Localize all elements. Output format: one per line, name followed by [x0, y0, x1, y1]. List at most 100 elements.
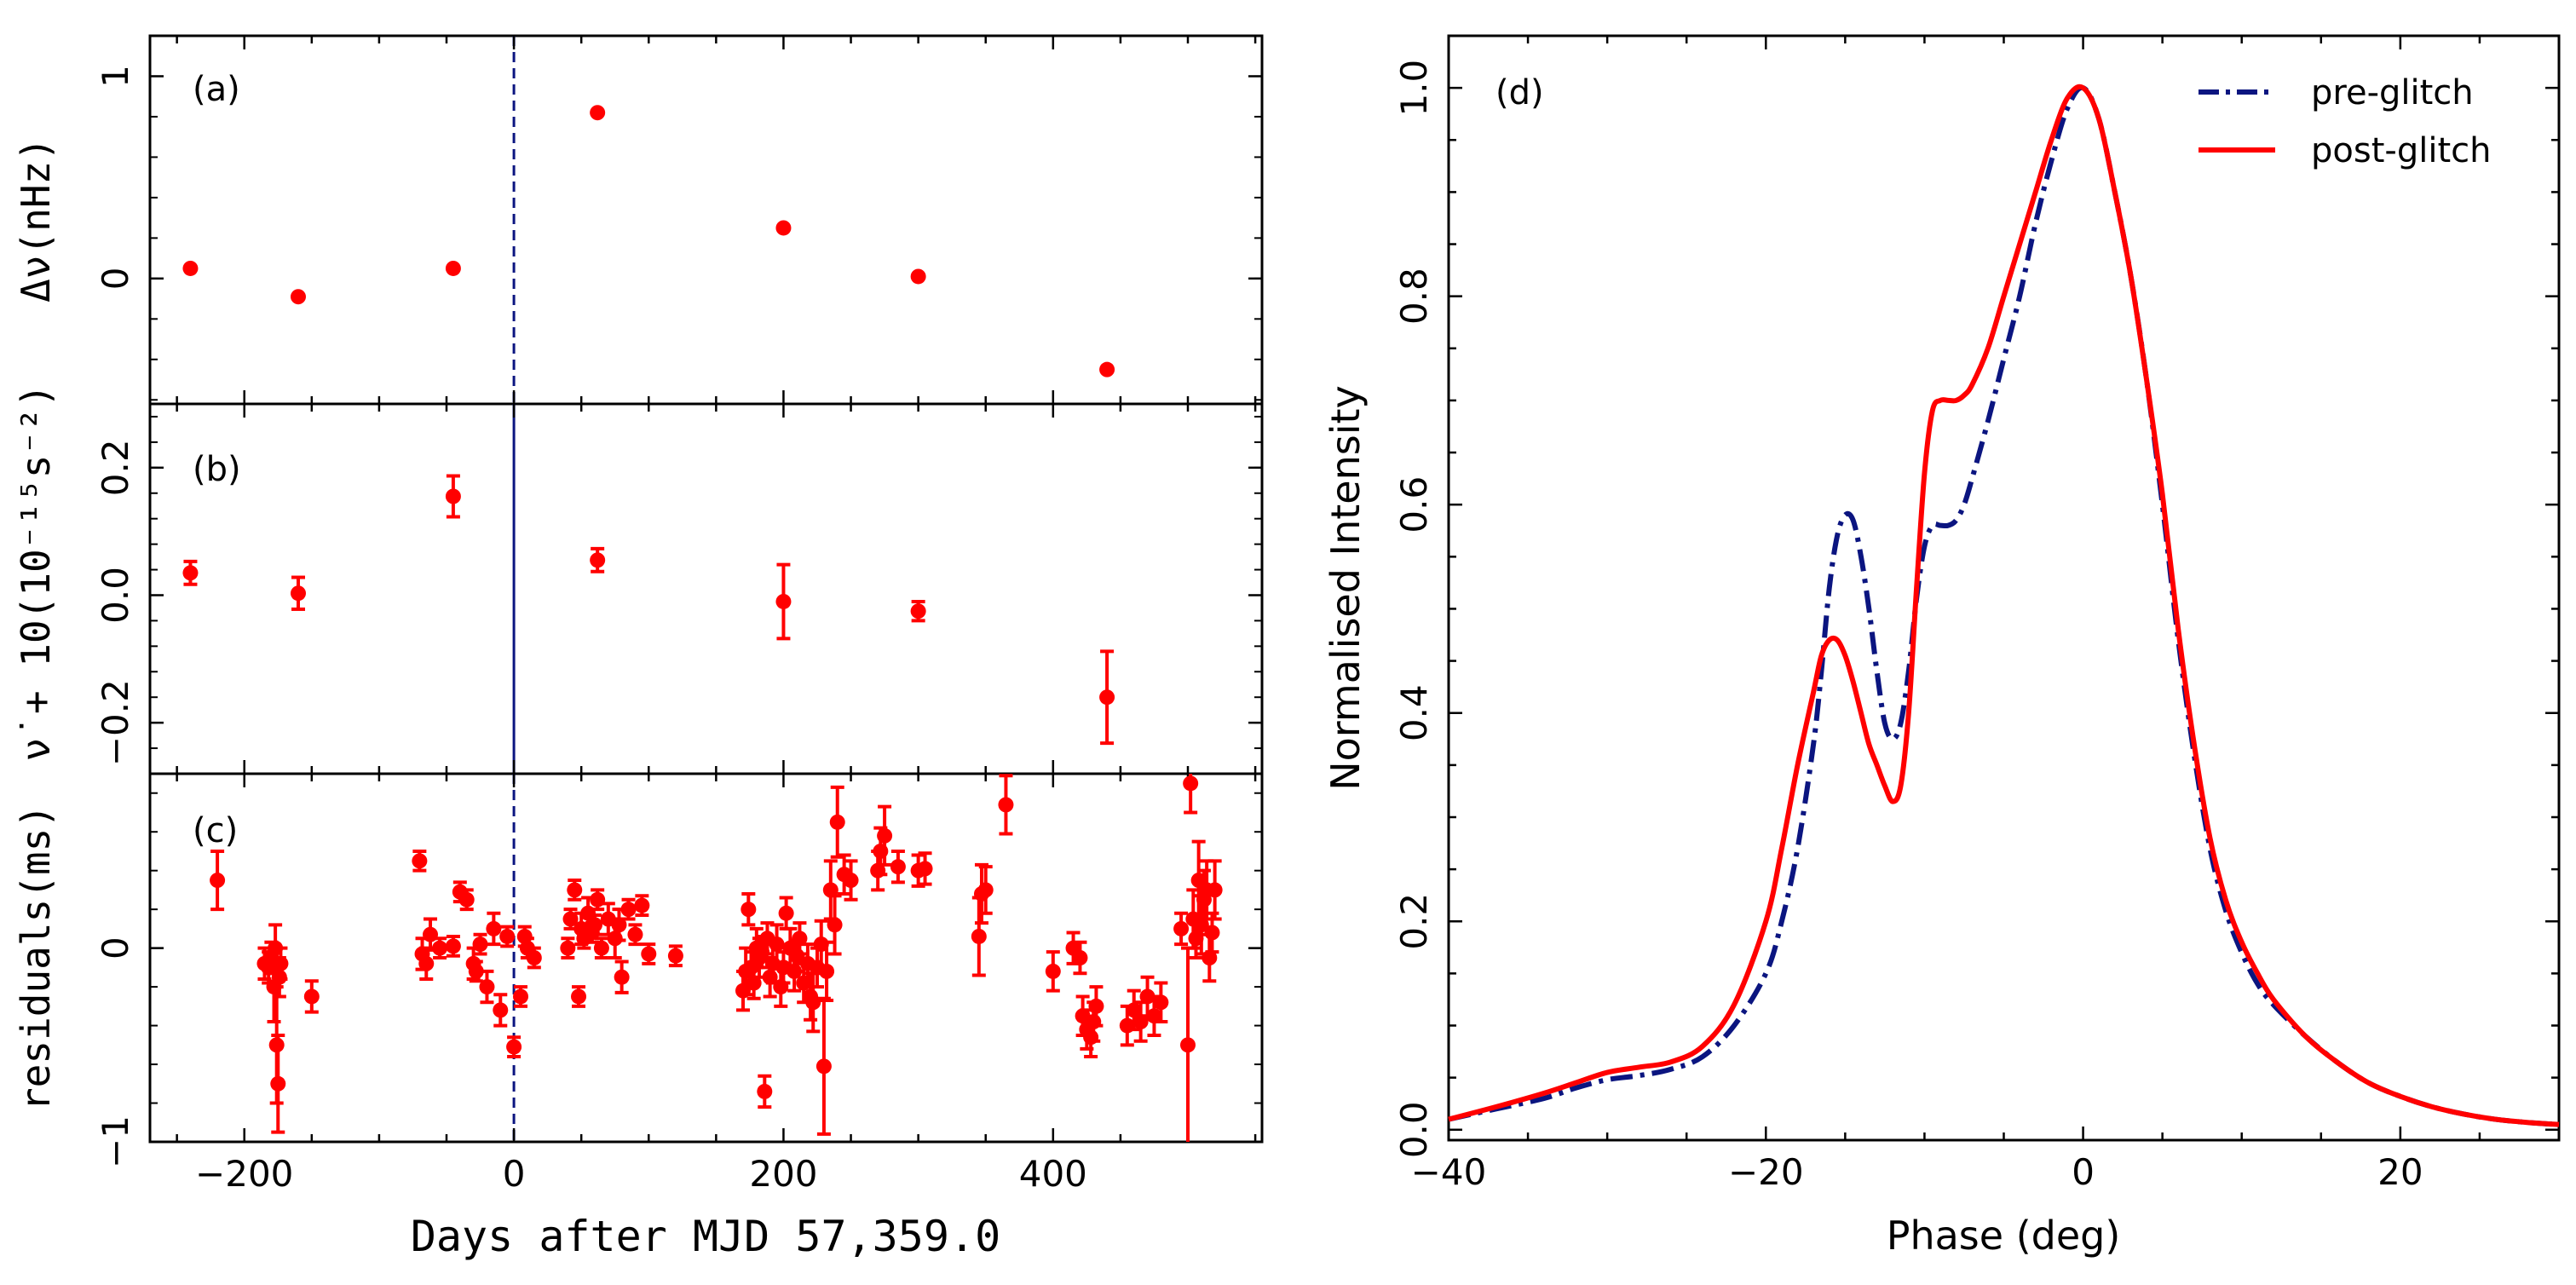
data-point: [611, 917, 627, 933]
y-tick-label: 0.2: [95, 439, 136, 496]
data-point: [472, 936, 488, 953]
data-point: [418, 955, 435, 971]
panel-d-label: (d): [1495, 73, 1544, 112]
x-tick-label: 0: [2072, 1151, 2095, 1193]
data-point: [757, 1083, 773, 1099]
post-glitch-profile-line: [1448, 84, 2560, 1127]
x-tick-label: −40: [1411, 1151, 1487, 1193]
data-point: [210, 873, 226, 889]
data-point: [303, 988, 320, 1005]
data-point: [468, 963, 484, 979]
data-point: [1204, 925, 1220, 941]
x-tick-label: −200: [195, 1153, 293, 1195]
x-tick-label: 200: [749, 1153, 817, 1195]
data-point: [1153, 994, 1169, 1011]
data-point: [182, 260, 199, 276]
data-point: [819, 963, 835, 979]
data-point: [910, 268, 926, 285]
data-point: [1207, 882, 1223, 898]
panel-b-spin-down: (b) ν̇ + 10(10⁻¹⁵s⁻²) −0.2 0.0 0.2: [13, 383, 1264, 775]
data-point: [1099, 361, 1115, 377]
data-point: [560, 940, 576, 956]
data-point: [1126, 1002, 1142, 1018]
data-point: [513, 988, 528, 1005]
data-point: [590, 552, 606, 568]
data-point: [458, 891, 475, 908]
panel-c-frame: [148, 772, 1264, 1144]
data-point: [1180, 1037, 1196, 1053]
data-point: [977, 882, 994, 898]
data-point: [792, 931, 808, 947]
data-point: [822, 882, 838, 898]
data-point: [506, 1039, 522, 1055]
y-tick-label: 0.2: [1393, 893, 1435, 950]
data-point: [479, 979, 495, 995]
y-tick-label: −0.2: [95, 679, 136, 766]
x-tick-label: −20: [1728, 1151, 1804, 1193]
data-point: [667, 948, 683, 964]
panel-a-label: (a): [193, 70, 240, 109]
panel-d-pulse-profile: (d) Normalised Intensity Phase (deg) pre…: [1323, 34, 2561, 1259]
panel-a-ylabel: Δν(nHz): [13, 137, 59, 303]
panel-c-ylabel: residuals(ms): [13, 804, 59, 1111]
data-point: [493, 1002, 509, 1018]
data-point: [445, 488, 461, 504]
legend: pre-glitch post-glitch: [2199, 73, 2491, 170]
data-point: [775, 593, 792, 609]
data-point: [641, 946, 657, 962]
data-point: [412, 853, 428, 869]
data-point: [1045, 963, 1061, 979]
y-tick-label: 0.4: [1393, 684, 1435, 741]
data-point: [590, 891, 606, 908]
panel-d-ylabel: Normalised Intensity: [1323, 385, 1369, 791]
y-tick-label: 0.0: [1393, 1101, 1435, 1158]
data-point: [741, 902, 757, 918]
y-tick-label: 0.6: [1393, 476, 1435, 533]
data-point: [827, 917, 843, 933]
data-point: [432, 940, 448, 956]
y-tick-label: 0: [95, 267, 136, 290]
data-point: [917, 861, 933, 877]
data-point: [182, 565, 199, 581]
legend-post-glitch-label: post-glitch: [2311, 131, 2491, 170]
x-tick-label: 400: [1019, 1153, 1087, 1195]
data-point: [562, 911, 579, 927]
data-point: [805, 994, 821, 1011]
data-point: [829, 814, 845, 830]
data-point: [1173, 920, 1190, 936]
data-point: [1146, 1008, 1162, 1024]
y-tick-label: 0.8: [1393, 268, 1435, 325]
panel-c-label: (c): [193, 811, 238, 850]
data-point: [614, 969, 630, 985]
panel-c-timing-residuals: (c) residuals(ms) Days after MJD 57,359.…: [13, 772, 1264, 1261]
panel-c-xlabel: Days after MJD 57,359.0: [411, 1212, 1000, 1261]
data-point: [843, 873, 859, 889]
data-point: [593, 940, 609, 956]
data-point: [778, 905, 794, 921]
data-point: [273, 955, 289, 971]
y-tick-label: −1: [95, 1115, 136, 1168]
data-point: [445, 938, 461, 954]
data-point: [769, 936, 785, 953]
data-point: [1202, 950, 1218, 965]
data-point: [1183, 775, 1199, 792]
y-tick-label: 0: [95, 936, 136, 959]
data-point: [590, 105, 606, 121]
data-point: [775, 220, 792, 236]
data-point: [620, 902, 637, 918]
data-point: [910, 603, 926, 619]
data-point: [746, 975, 762, 991]
data-point: [627, 926, 643, 942]
data-point: [445, 260, 461, 276]
x-tick-label: 20: [2377, 1151, 2423, 1193]
legend-pre-glitch-label: pre-glitch: [2311, 73, 2474, 112]
data-point: [1088, 998, 1104, 1014]
data-point: [1072, 950, 1088, 965]
data-point: [270, 1075, 286, 1092]
data-point: [499, 928, 516, 944]
data-point: [1099, 689, 1115, 706]
data-point: [291, 585, 306, 602]
y-tick-label: 0.0: [95, 567, 136, 624]
data-point: [890, 859, 906, 875]
